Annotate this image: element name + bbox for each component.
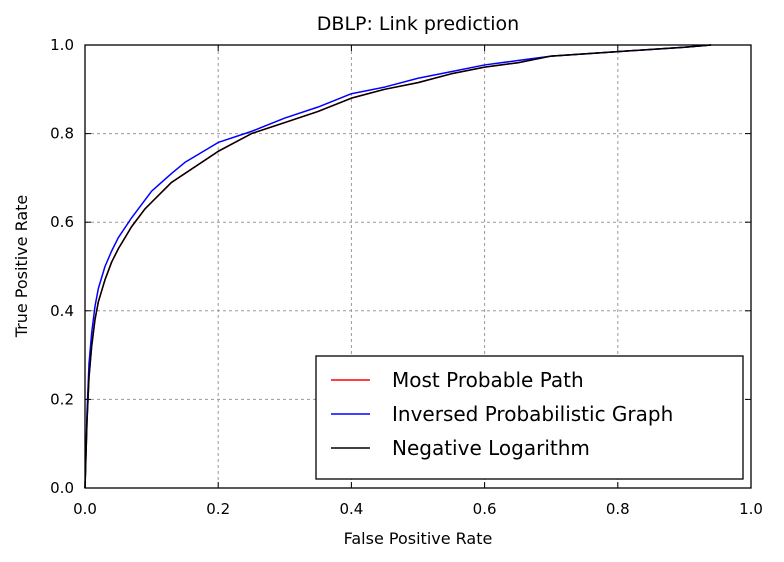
y-axis-label: True Positive Rate — [12, 195, 31, 339]
y-tick-label: 0.8 — [50, 125, 74, 143]
y-tick-labels: 0.0 0.2 0.4 0.6 0.8 1.0 — [50, 36, 74, 497]
axis-ticks — [84, 44, 752, 489]
x-tick-label: 0.2 — [206, 500, 230, 518]
y-tick-label: 0.2 — [50, 390, 74, 408]
legend: Most Probable Path Inversed Probabilistic… — [315, 355, 744, 480]
y-tick-label: 0.0 — [50, 479, 74, 497]
x-tick-label: 0.8 — [606, 500, 630, 518]
x-tick-label: 0.0 — [73, 500, 97, 518]
y-tick-label: 1.0 — [50, 36, 74, 54]
chart-title: DBLP: Link prediction — [317, 13, 519, 35]
legend-entries: Most Probable Path Inversed Probabilistic… — [331, 368, 673, 460]
legend-label-inversed-probabilistic-graph: Inversed Probabilistic Graph — [392, 402, 673, 426]
legend-label-negative-logarithm: Negative Logarithm — [392, 436, 590, 460]
x-tick-label: 0.4 — [339, 500, 363, 518]
legend-box — [315, 355, 744, 480]
series-line-inversed-probabilistic-graph — [84, 44, 712, 489]
x-tick-label: 1.0 — [739, 500, 763, 518]
plot-frame — [84, 44, 752, 489]
x-tick-label: 0.6 — [473, 500, 497, 518]
series-line-negative-logarithm — [84, 44, 712, 489]
legend-label-most-probable-path: Most Probable Path — [392, 368, 584, 392]
x-tick-labels: 0.0 0.2 0.4 0.6 0.8 1.0 — [73, 500, 763, 518]
series-lines — [84, 44, 712, 489]
y-tick-label: 0.4 — [50, 302, 74, 320]
y-tick-label: 0.6 — [50, 213, 74, 231]
x-axis-label: False Positive Rate — [344, 529, 493, 548]
